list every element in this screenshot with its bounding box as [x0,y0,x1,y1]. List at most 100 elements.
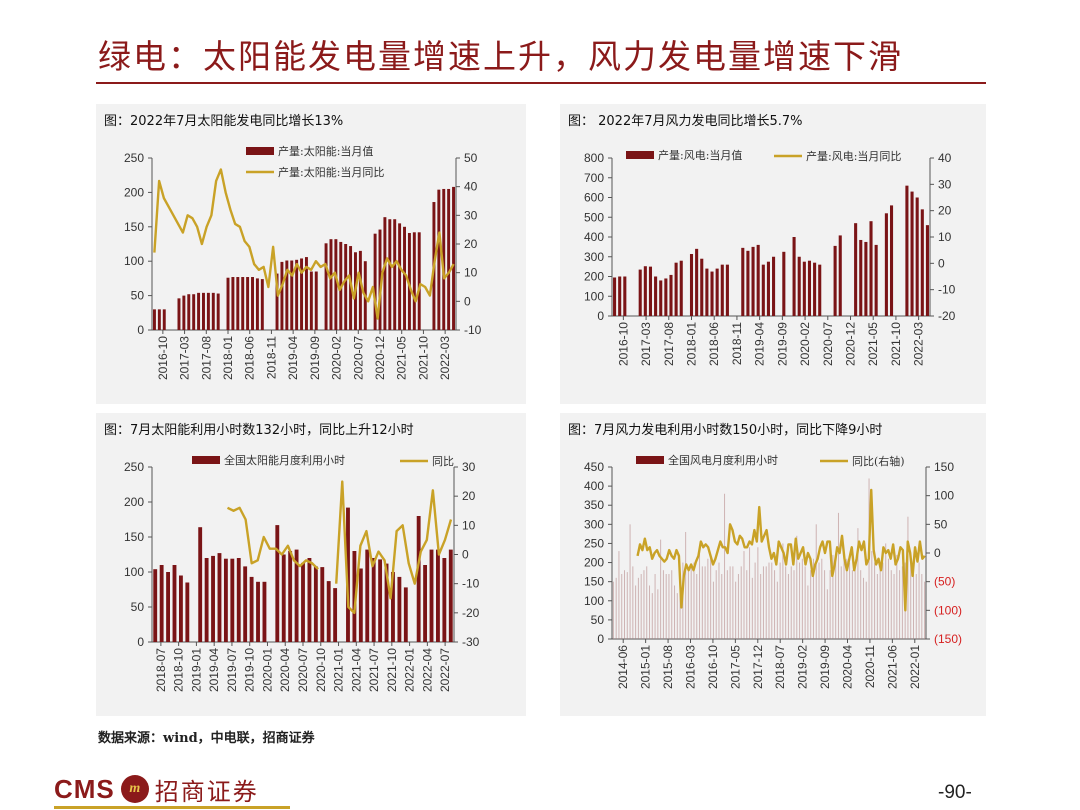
chart-bar [657,589,659,639]
x-tick-label: 2016-10 [156,336,170,380]
chart-bar [849,562,851,639]
y-tick-label: 200 [124,185,144,199]
chart-bar [651,593,653,639]
chart-bar [182,295,186,330]
legend-bar-label: 全国太阳能月度利用小时 [224,453,345,467]
panel-wind-hours: 图：7月风力发电利用小时数150小时，同比下降9小时 0 50 100 150 200 2… [560,413,986,716]
y2-tick-label: (100) [934,603,962,617]
chart-bar [243,566,248,642]
chart-bar [629,524,631,639]
y-tick-label: 200 [124,495,144,509]
x-tick-label: 2022-04 [420,648,434,692]
chart-bar [166,572,170,642]
chart-bar [740,566,742,639]
chart-bar [295,259,299,330]
chart-bar [771,562,773,639]
chart-bar [187,294,191,330]
chart-bar [256,581,260,642]
chart-bar [204,558,209,642]
chart-bar [910,191,914,316]
y2-tick-label: 40 [464,180,478,194]
x-tick-label: 2019-09 [308,336,322,380]
chart-bar [756,244,760,316]
legend-line-label: 同比(右轴) [852,454,905,468]
y2-tick-label: 30 [464,208,478,222]
chart-bar [787,574,789,639]
y2-tick-label: 50 [934,517,948,531]
yoy-series-line [636,488,926,612]
chart-bar [668,574,670,639]
y2-tick-label: -30 [462,635,480,649]
chart-bar [300,258,304,330]
chart-bar [152,309,156,330]
legend-bar-swatch [192,456,220,464]
chart-bar [638,269,642,316]
source-note: 数据来源：wind，中电联，招商证券 [98,731,315,746]
chart-bar [921,574,923,639]
chart-bar [804,566,806,639]
chart-bar [618,551,620,639]
chart-bar [231,277,235,330]
x-tick-label: 2019-02 [796,645,810,689]
chart-bar [882,562,884,639]
chart-bar [436,549,440,642]
x-tick-label: 2018-07 [773,645,787,689]
chart-bar [885,543,887,639]
y-tick-label: 700 [584,171,604,185]
chart-bar [249,576,254,642]
chart-bar [782,543,784,639]
chart-bar [843,554,845,639]
y2-tick-label: 50 [464,151,478,165]
y2-tick-label: 150 [934,460,954,474]
x-tick-label: 2018-11 [264,336,278,379]
y-tick-label: 100 [584,289,604,303]
x-tick-label: 2020-11 [863,645,877,688]
chart-bar [757,547,759,639]
y-tick-label: 150 [584,575,604,589]
chart-bar [664,278,668,316]
panel-wind-generation: 图： 2022年7月风力发电同比增长5.7% 0 100 200 300 400 500 6… [560,104,986,404]
chart-bar [879,566,881,639]
chart-bar [818,264,822,316]
chart-bar [813,262,817,316]
chart-bar [785,566,787,639]
chart-bar [373,233,377,330]
chart-bar [198,527,203,642]
legend-line-label: 同比 [432,455,454,468]
chart-bar [812,558,814,639]
chart-bar [612,581,614,639]
chart-bar [915,197,919,316]
y-tick-label: 250 [584,536,604,550]
panel-solar-generation: 图：2022年7月太阳能发电同比增长13% 0 50 100 150 200 250 -10… [96,104,526,404]
x-tick-label: 2020-12 [844,322,858,366]
x-tick-label: 2021-05 [395,336,409,380]
chart-bar [857,528,859,639]
y-tick-label: 200 [584,556,604,570]
x-tick-label: 2019-09 [775,322,789,366]
x-tick-label: 2014-06 [616,645,630,689]
chart-bar [358,568,363,642]
chart-bar [275,273,279,330]
chart-bar [718,562,720,639]
logo-underline [54,806,290,809]
chart-bar [712,581,714,639]
chart-bar [859,239,863,316]
logo-text: CMS [54,773,115,804]
y2-tick-label: 0 [462,548,469,562]
chart-bar [779,562,781,639]
chart-bar [417,232,421,330]
chart-bar [178,575,183,642]
chart-bar [910,554,912,639]
chart-bar [761,264,765,316]
chart-bar [715,268,719,316]
y-tick-label: 50 [131,600,145,614]
chart-bar [720,264,724,316]
chart-bar [802,261,806,316]
chart-bar [693,562,695,639]
chart-bar [211,292,215,330]
y-tick-label: 50 [131,289,145,303]
chart-bar [721,574,723,639]
footer-logo: CMS m 招商证券 [54,772,259,806]
logo-emblem-icon: m [120,775,149,803]
x-tick-label: 2022-07 [438,648,452,692]
